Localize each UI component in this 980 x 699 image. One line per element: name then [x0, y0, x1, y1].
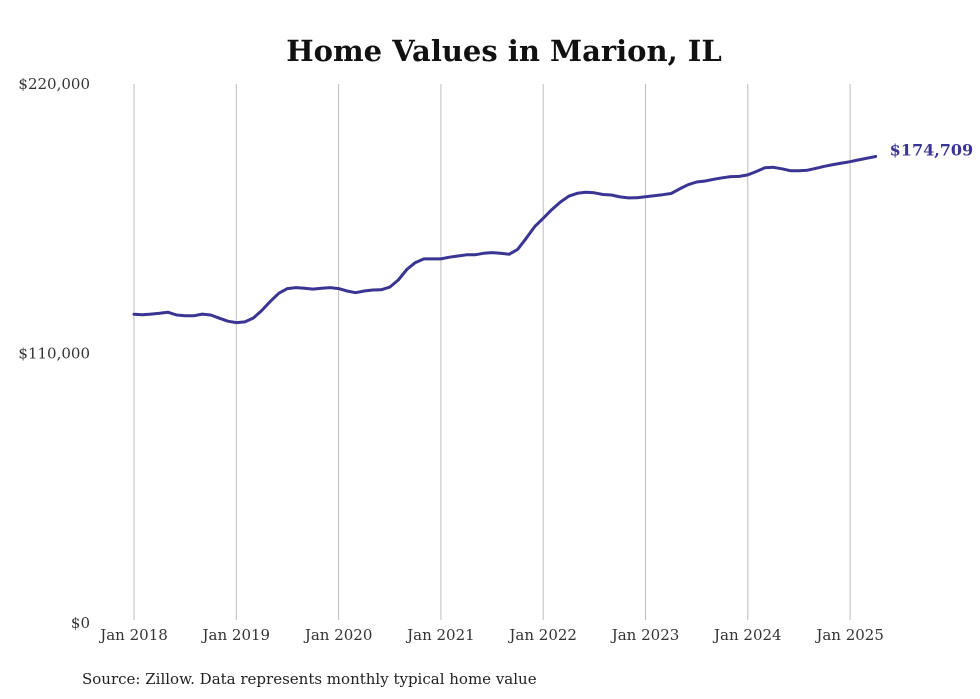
series-layer	[132, 155, 878, 325]
y-tick-label: $220,000	[18, 75, 90, 93]
x-tick-label: Jan 2025	[814, 626, 884, 644]
series-line	[132, 155, 878, 325]
x-tick-label: Jan 2018	[98, 626, 168, 644]
x-tick-label: Jan 2020	[303, 626, 373, 644]
x-tick-label: Jan 2022	[507, 626, 577, 644]
x-tick-label: Jan 2023	[610, 626, 680, 644]
y-tick-label: $0	[71, 614, 90, 632]
x-tick-label: Jan 2024	[712, 626, 782, 644]
y-tick-label: $110,000	[18, 345, 90, 363]
y-axis-ticks: $220,000 $110,000 $0	[18, 75, 90, 632]
end-value-label: $174,709	[890, 141, 974, 160]
x-tick-label: Jan 2019	[201, 626, 271, 644]
gridlines	[133, 84, 851, 620]
x-tick-label: Jan 2021	[405, 626, 475, 644]
source-note: Source: Zillow. Data represents monthly …	[82, 670, 537, 688]
x-axis-ticks: Jan 2018 Jan 2019 Jan 2020 Jan 2021 Jan 2022…	[98, 626, 884, 644]
chart-title: Home Values in Marion, IL	[286, 34, 722, 68]
